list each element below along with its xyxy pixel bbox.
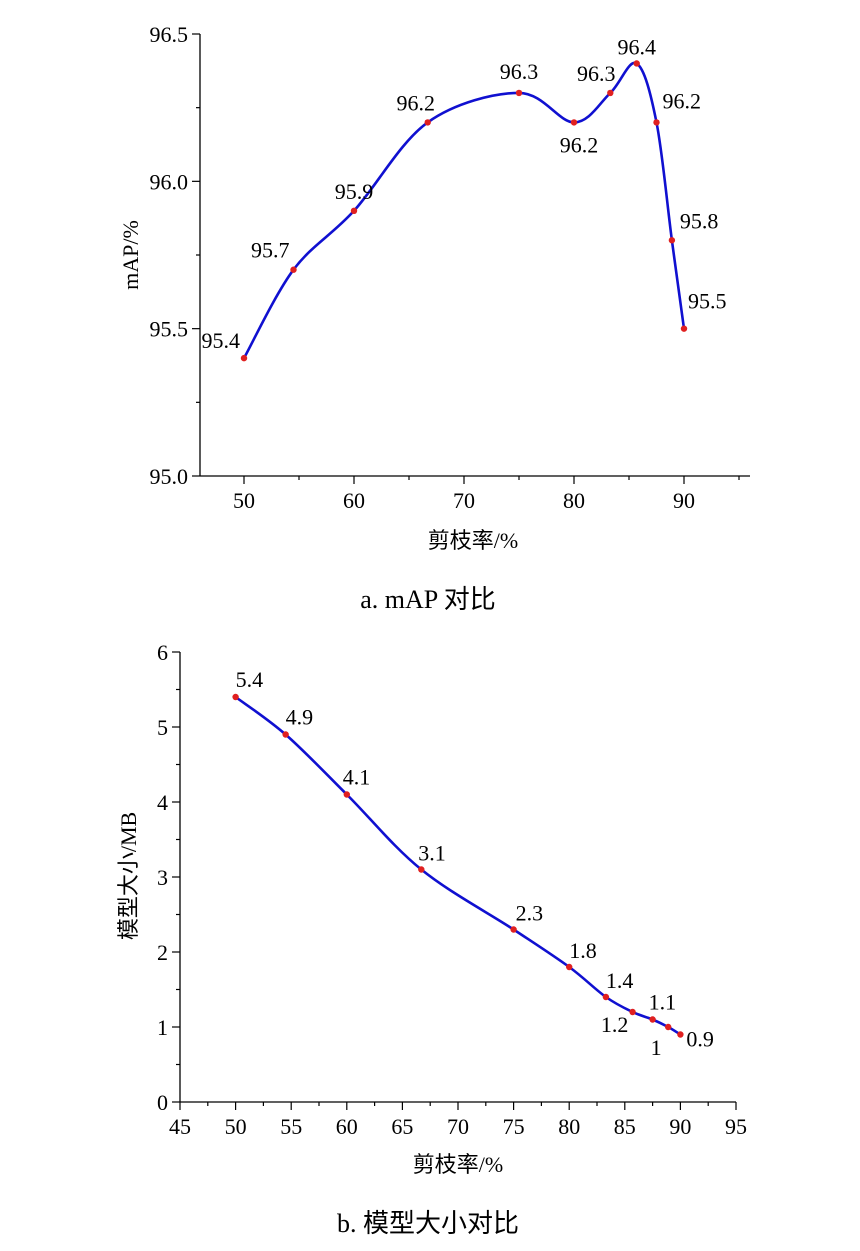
chart-map-comparison: 50 60 70 80 90 95.0 95.5 96.0 96.5 95.4 95.7 95.9 96… (118, 22, 750, 614)
chart-caption: a. mAP 对比 (360, 585, 496, 614)
x-tick-label: 70 (447, 1114, 469, 1139)
data-label: 4.1 (343, 765, 371, 790)
data-point (232, 693, 239, 701)
data-label: 1.8 (569, 938, 597, 963)
data-label: 96.2 (663, 88, 702, 113)
data-point (680, 325, 688, 332)
data-label: 2.3 (516, 901, 544, 926)
data-label: 0.9 (686, 1027, 714, 1052)
x-tick-label: 55 (280, 1114, 302, 1139)
data-label: 5.4 (236, 667, 264, 692)
x-tick-label: 50 (225, 1114, 247, 1139)
plot-area: 45 50 55 60 65 70 75 80 85 90 9501234565.44.94.13.… (157, 640, 747, 1139)
x-tick-label: 80 (563, 488, 585, 513)
data-point (602, 993, 610, 1001)
x-tick-label: 65 (391, 1114, 413, 1139)
x-axis-title: 剪枝率/% (413, 1152, 503, 1177)
data-point (664, 1023, 672, 1031)
data-point (515, 89, 523, 97)
y-tick-label: 95.5 (150, 317, 189, 342)
x-tick-label: 60 (343, 488, 365, 513)
data-label: 1.4 (606, 968, 634, 993)
data-label: 1 (651, 1035, 662, 1060)
data-label: 4.9 (286, 705, 314, 730)
y-tick-label: 2 (157, 940, 168, 965)
data-point (607, 89, 614, 97)
x-tick-label: 60 (336, 1114, 358, 1139)
y-tick-label: 96.5 (150, 22, 189, 47)
data-point (629, 1008, 636, 1016)
data-point (418, 866, 425, 873)
x-axis-title: 剪枝率/% (428, 528, 518, 553)
data-label: 95.8 (680, 208, 719, 233)
x-tick-label: 70 (453, 488, 475, 513)
y-tick-label: 95.0 (150, 464, 189, 489)
y-tick-label: 1 (157, 1015, 168, 1040)
data-label: 96.2 (396, 90, 435, 115)
data-label: 96.2 (560, 132, 599, 157)
y-tick-label: 3 (157, 865, 168, 890)
data-point (282, 731, 289, 738)
data-label: 95.9 (335, 179, 374, 204)
series-line (242, 61, 686, 359)
x-tick-label: 90 (669, 1114, 691, 1139)
x-tick-label: 95 (725, 1114, 747, 1139)
data-label: 96.3 (577, 61, 616, 86)
x-tick-label: 75 (503, 1114, 525, 1139)
x-tick-label: 80 (558, 1114, 580, 1139)
data-label: 96.3 (500, 59, 539, 84)
data-point (649, 1016, 656, 1023)
data-point (343, 791, 350, 798)
x-tick-label: 50 (233, 488, 255, 513)
chart-model-size-comparison: 45 50 55 60 65 70 75 80 85 90 9501234565.44.94.13.… (116, 640, 747, 1238)
chart-caption: b. 模型大小对比 (337, 1209, 519, 1238)
data-point (510, 926, 517, 933)
y-tick-label: 5 (157, 715, 168, 740)
y-axis-title: 模型大小/MB (116, 812, 141, 940)
x-tick-label: 85 (614, 1114, 636, 1139)
data-point (566, 963, 573, 971)
x-tick-label: 90 (673, 488, 695, 513)
data-label: 3.1 (418, 841, 446, 866)
data-label: 1.2 (601, 1012, 629, 1037)
plot-area: 50 60 70 80 90 95.0 95.5 96.0 96.5 95.4 95.7 95.9 96… (150, 22, 750, 513)
data-label: 95.5 (688, 289, 727, 314)
y-tick-label: 4 (157, 790, 168, 815)
data-label: 96.4 (617, 34, 656, 59)
data-point (350, 207, 358, 214)
data-label: 1.1 (649, 990, 677, 1015)
y-tick-label: 0 (157, 1090, 168, 1115)
data-label: 95.4 (202, 328, 241, 353)
data-point (677, 1031, 684, 1038)
data-point (570, 119, 578, 126)
data-point (668, 237, 676, 244)
data-point (290, 266, 297, 273)
data-point (240, 354, 248, 362)
y-axis-title: mAP/% (118, 220, 143, 290)
y-tick-label: 96.0 (150, 169, 189, 194)
x-tick-label: 45 (169, 1114, 191, 1139)
data-point (653, 119, 660, 126)
data-point (424, 119, 431, 126)
data-point (633, 60, 640, 67)
data-label: 95.7 (251, 238, 290, 263)
y-tick-label: 6 (157, 640, 168, 665)
